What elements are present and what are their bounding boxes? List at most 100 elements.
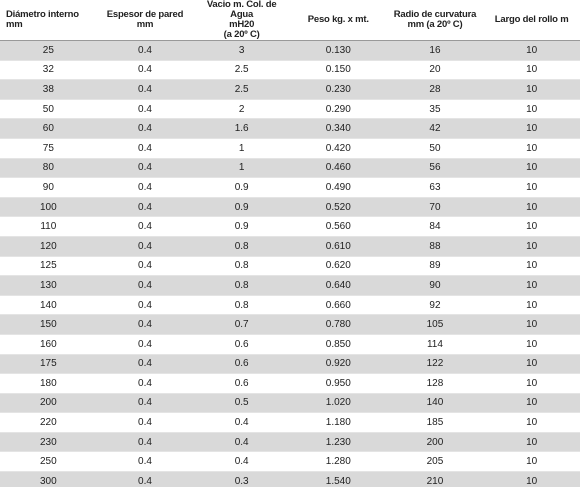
table-cell: 0.4 xyxy=(96,79,194,100)
header-line: Diámetro interno mm xyxy=(6,9,79,30)
table-cell: 10 xyxy=(483,354,580,375)
table-cell: 50 xyxy=(386,138,484,159)
table-cell: 0.4 xyxy=(96,236,194,257)
table-cell: 90 xyxy=(0,177,97,198)
table-row: 100 0.4 0.9 0.520 70 10 xyxy=(0,197,580,218)
table-cell: 0.560 xyxy=(289,216,387,237)
table-cell: 0.9 xyxy=(193,177,290,198)
table-cell: 0.6 xyxy=(193,334,290,355)
table-row: 60 0.4 1.6 0.340 42 10 xyxy=(0,118,580,139)
table-cell: 0.340 xyxy=(289,118,387,139)
table-cell: 10 xyxy=(483,216,580,237)
table-cell: 0.4 xyxy=(96,295,194,316)
table-cell: 0.950 xyxy=(289,373,387,394)
table-cell: 0.920 xyxy=(289,354,387,375)
table-row: 32 0.4 2.5 0.150 20 10 xyxy=(0,60,580,81)
table-cell: 205 xyxy=(386,451,484,473)
table-cell: 128 xyxy=(386,373,484,394)
table-cell: 0.4 xyxy=(96,177,194,198)
table-cell: 140 xyxy=(386,393,484,414)
table-cell: 10 xyxy=(483,275,580,296)
header-line: Vacio m. Col. de Agua xyxy=(206,0,277,20)
table-cell: 10 xyxy=(483,236,580,257)
table-cell: 140 xyxy=(0,295,97,316)
table-cell: 35 xyxy=(386,99,484,120)
table-row: 50 0.4 2 0.290 35 10 xyxy=(0,99,580,120)
table-row: 150 0.4 0.7 0.780 105 10 xyxy=(0,314,580,335)
table-cell: 10 xyxy=(483,197,580,218)
table-cell: 1.230 xyxy=(289,432,387,453)
table-cell: 0.4 xyxy=(96,354,194,375)
table-cell: 2 xyxy=(193,99,290,120)
table-cell: 0.130 xyxy=(289,40,387,61)
table-cell: 63 xyxy=(386,177,484,198)
table-cell: 230 xyxy=(0,432,97,453)
table-cell: 10 xyxy=(483,79,580,100)
header-line: (a 20º C) xyxy=(223,29,260,40)
table-cell: 105 xyxy=(386,314,484,335)
table-cell: 122 xyxy=(386,354,484,375)
table-cell: 0.780 xyxy=(289,314,387,335)
table-cell: 70 xyxy=(386,197,484,218)
table-cell: 0.8 xyxy=(193,275,290,296)
table-cell: 0.150 xyxy=(289,60,387,81)
table-row: 140 0.4 0.8 0.660 92 10 xyxy=(0,295,580,316)
table-cell: 0.4 xyxy=(193,451,290,473)
table-cell: 10 xyxy=(483,177,580,198)
table-cell: 110 xyxy=(0,216,97,237)
table-cell: 20 xyxy=(386,60,484,81)
table-cell: 88 xyxy=(386,236,484,257)
table-row: 250 0.4 0.4 1.280 205 10 xyxy=(0,451,580,473)
table-cell: 0.420 xyxy=(289,138,387,159)
table-row: 220 0.4 0.4 1.180 185 10 xyxy=(0,412,580,433)
table-cell: 38 xyxy=(0,79,97,100)
table-cell: 1 xyxy=(193,158,290,179)
table-cell: 250 xyxy=(0,451,97,473)
table-cell: 84 xyxy=(386,216,484,237)
table-cell: 114 xyxy=(386,334,484,355)
table-cell: 1.540 xyxy=(289,471,387,487)
header-line: Espesor de pared mm xyxy=(106,9,184,30)
table-cell: 0.520 xyxy=(289,197,387,218)
table-cell: 0.4 xyxy=(193,412,290,433)
table-row: 175 0.4 0.6 0.920 122 10 xyxy=(0,354,580,375)
table-cell: 10 xyxy=(483,471,580,487)
table-cell: 16 xyxy=(386,40,484,61)
table-cell: 120 xyxy=(0,236,97,257)
table-cell: 10 xyxy=(483,40,580,61)
table-cell: 0.7 xyxy=(193,314,290,335)
table-cell: 0.660 xyxy=(289,295,387,316)
table-row: 200 0.4 0.5 1.020 140 10 xyxy=(0,393,580,414)
table-cell: 10 xyxy=(483,432,580,453)
table-cell: 60 xyxy=(0,118,97,139)
table-cell: 160 xyxy=(0,334,97,355)
table-cell: 0.4 xyxy=(96,373,194,394)
header-line: Largo del rollo m xyxy=(494,14,569,25)
table-cell: 28 xyxy=(386,79,484,100)
table-cell: 0.4 xyxy=(96,451,194,473)
header-row: Diámetro interno mm Espesor de pared mm Va… xyxy=(0,0,580,41)
table-cell: 10 xyxy=(483,158,580,179)
table-cell: 0.4 xyxy=(96,40,194,61)
header-cell: Largo del rollo m xyxy=(483,0,580,41)
table-cell: 0.620 xyxy=(289,256,387,277)
table-cell: 1.280 xyxy=(289,451,387,473)
table-body: 25 0.4 3 0.130 16 10 32 0.4 2.5 0.150 20 10 38 0.4 2.5… xyxy=(0,40,580,487)
table-cell: 175 xyxy=(0,354,97,375)
table-row: 80 0.4 1 0.460 56 10 xyxy=(0,158,580,179)
table-row: 90 0.4 0.9 0.490 63 10 xyxy=(0,177,580,198)
table-cell: 75 xyxy=(0,138,97,159)
table-cell: 10 xyxy=(483,118,580,139)
table-cell: 0.4 xyxy=(96,314,194,335)
table-cell: 0.4 xyxy=(96,471,194,487)
table-cell: 0.4 xyxy=(96,432,194,453)
header-cell: Vacio m. Col. de Agua mH20 (a 20º C) xyxy=(193,0,290,41)
table-cell: 1.6 xyxy=(193,118,290,139)
table-row: 75 0.4 1 0.420 50 10 xyxy=(0,138,580,159)
table-cell: 0.290 xyxy=(289,99,387,120)
table-cell: 2.5 xyxy=(193,60,290,81)
header-cell: Espesor de pared mm xyxy=(96,0,194,41)
table-cell: 0.3 xyxy=(193,471,290,487)
